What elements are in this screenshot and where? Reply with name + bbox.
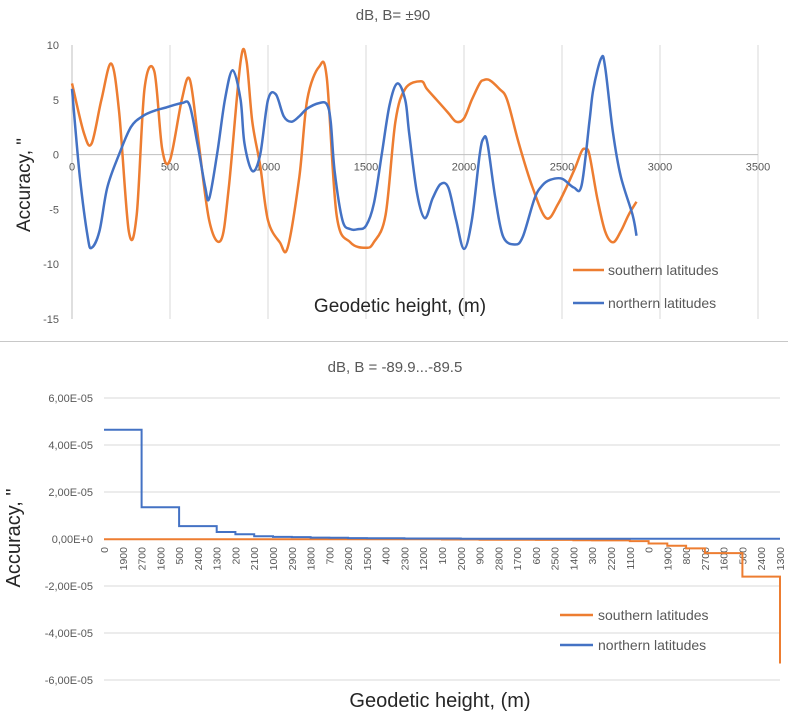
chart-1-y-tick-label: 0 — [53, 150, 59, 162]
chart-2-x-tick-label: 1300 — [212, 547, 224, 571]
chart-1-y-tick-label: 10 — [47, 40, 59, 52]
chart-2-x-tick-label: 1800 — [306, 547, 318, 571]
chart-1-legend-label: northern latitudes — [608, 295, 716, 311]
chart-1-x-tick-label: 3500 — [746, 162, 770, 174]
chart-2-x-tick-label: 1600 — [155, 547, 167, 571]
chart-2-x-tick-label: 1900 — [118, 547, 130, 571]
chart-1-y-tick-label: -15 — [43, 314, 59, 326]
chart-1-x-tick-label: 2000 — [452, 162, 476, 174]
chart-1-y-axis-label: Accuracy, " — [14, 138, 35, 232]
chart-2-series-northern-line — [104, 428, 780, 540]
chart-1-legend-label: southern latitudes — [608, 262, 719, 278]
chart-2-y-tick-label: -2,00E-05 — [45, 581, 93, 593]
chart-2-x-tick-label: 2600 — [343, 547, 355, 571]
chart-1-x-tick-label: 3000 — [648, 162, 672, 174]
chart-2-x-tick-label: 600 — [531, 547, 543, 565]
chart-2-x-tick-label: 400 — [381, 547, 393, 565]
chart-1-x-tick-label: 2500 — [550, 162, 574, 174]
chart-2-x-tick-label: 1100 — [625, 547, 637, 570]
chart-2-x-tick-label: 1400 — [568, 547, 580, 571]
chart-2-x-tick-label: 0 — [99, 547, 111, 553]
chart-2-x-tick-label: 2400 — [756, 547, 768, 571]
chart-divider — [0, 341, 788, 342]
chart-2-x-tick-label: 1000 — [268, 547, 280, 571]
chart-2-y-tick-label: 4,00E-05 — [48, 440, 93, 452]
chart-2-x-tick-label: 300 — [587, 547, 599, 565]
chart-2-title: dB, B = -89.9...-89.5 — [328, 359, 463, 376]
chart-1-x-axis-label: Geodetic height, (m) — [314, 296, 486, 317]
chart-2-y-tick-label: -6,00E-05 — [45, 675, 93, 687]
chart-2-x-tick-label: 0 — [644, 547, 656, 553]
chart-1-series-northern-line — [70, 54, 638, 251]
chart-2-x-tick-label: 2900 — [287, 547, 299, 571]
chart-1-x-tick-label: 1500 — [354, 162, 378, 174]
chart-1-series-southern-line — [70, 47, 638, 254]
chart-2-x-tick-label: 800 — [681, 547, 693, 565]
chart-2-x-tick-label: 2800 — [493, 547, 505, 571]
chart-2-x-tick-label: 1600 — [719, 547, 731, 571]
chart-1-x-tick-label: 0 — [69, 162, 75, 174]
chart-2-x-tick-label: 1300 — [775, 547, 787, 571]
chart-2-x-tick-label: 2500 — [550, 547, 562, 571]
chart-2-x-tick-label: 2700 — [137, 547, 149, 571]
chart-2-x-tick-label: 200 — [230, 547, 242, 565]
chart-2-x-tick-label: 2100 — [249, 547, 261, 571]
chart-1-y-tick-label: 5 — [53, 95, 59, 107]
chart-1-y-tick-label: -5 — [49, 204, 59, 216]
chart-2-legend-label: southern latitudes — [598, 607, 709, 623]
chart-2-x-tick-label: 500 — [737, 547, 749, 565]
chart-2-x-tick-label: 2200 — [606, 547, 618, 571]
chart-2-y-axis-label: Accuracy, " — [3, 489, 25, 588]
chart-2-x-tick-label: 1900 — [662, 547, 674, 571]
chart-2-x-tick-label: 900 — [475, 547, 487, 565]
chart-2-y-tick-label: 6,00E-05 — [48, 393, 93, 405]
chart-2-x-tick-label: 1200 — [418, 547, 430, 571]
chart-1-title: dB, B= ±90 — [356, 7, 431, 24]
chart-2-x-tick-label: 500 — [174, 547, 186, 565]
chart-1-y-tick-label: -10 — [43, 259, 59, 271]
chart-2-x-tick-label: 100 — [437, 547, 449, 565]
chart-2-y-tick-label: -4,00E-05 — [45, 628, 93, 640]
chart-2-x-axis-label: Geodetic height, (m) — [349, 690, 530, 712]
chart-2-legend-label: northern latitudes — [598, 637, 706, 653]
chart-2-x-tick-label: 700 — [324, 547, 336, 565]
chart-2-x-tick-label: 2300 — [399, 547, 411, 571]
chart-2-y-tick-label: 0,00E+0 — [52, 534, 93, 546]
chart-2-y-tick-label: 2,00E-05 — [48, 487, 93, 499]
chart-2-x-tick-label: 2400 — [193, 547, 205, 571]
chart-1-x-tick-label: 500 — [161, 162, 179, 174]
chart-2-x-tick-label: 2000 — [456, 547, 468, 571]
chart-2-x-tick-label: 1700 — [512, 547, 524, 571]
chart-2-x-tick-label: 1500 — [362, 547, 374, 571]
